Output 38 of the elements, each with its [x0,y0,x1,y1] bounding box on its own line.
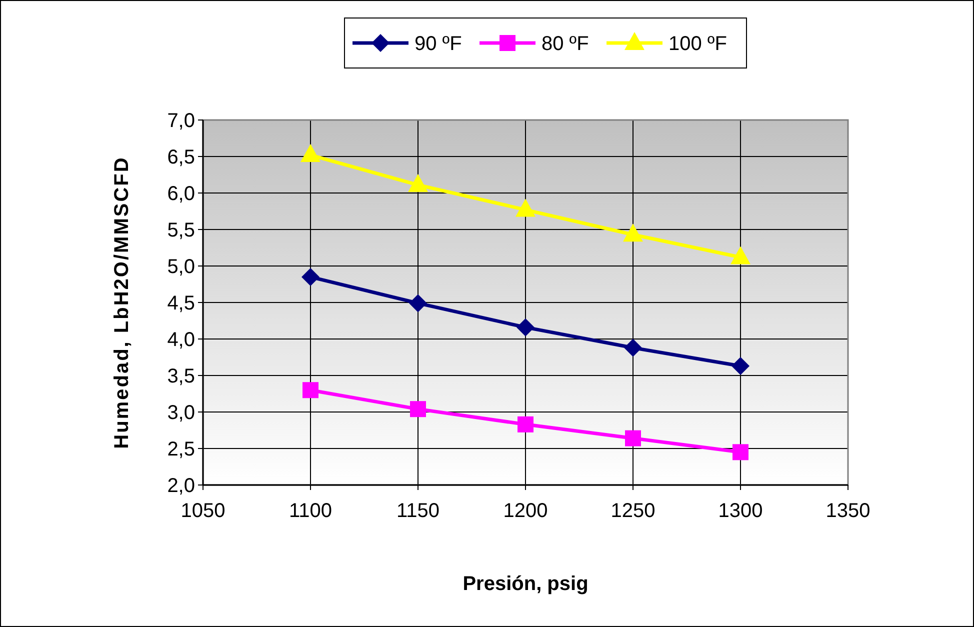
point [624,338,642,357]
y-tick-label: 7,0 [167,110,195,132]
y-axis-title: Humedad, LbH2O/MMSCFD [111,156,133,449]
point [409,294,427,312]
point [730,246,750,264]
y-tick-label: 6,5 [167,146,195,168]
y-tick-label: 5,5 [167,220,195,242]
point [300,144,320,162]
point [410,401,426,418]
point [625,430,641,446]
point [623,224,643,242]
y-tick-label: 2,0 [167,475,195,497]
point [518,416,534,432]
y-tick-label: 4,5 [167,292,195,314]
x-tick-label: 1250 [610,500,656,522]
y-tick-label: 5,0 [167,256,195,278]
legend-label: 100 ºF [668,33,727,55]
x-tick-label: 1300 [718,500,763,522]
point [516,318,534,336]
x-axis-title: Presión, psig [462,573,588,595]
point [408,174,428,192]
point [516,198,536,217]
y-tick-label: 3,0 [167,402,195,424]
x-tick-label: 1100 [288,500,332,522]
x-tick-label: 1350 [826,500,870,522]
y-tick-label: 2,5 [167,438,195,460]
legend-label: 80 ºF [542,33,589,55]
x-tick-label: 1150 [396,500,440,522]
point [302,268,320,286]
point [732,444,748,460]
legend-label: 90 ºF [414,33,462,55]
y-tick-label: 6,0 [167,183,195,205]
x-tick-label: 1200 [503,500,548,522]
x-tick-label: 1050 [180,500,226,522]
point [732,357,750,376]
y-tick-label: 3,5 [167,366,195,388]
point [302,382,318,398]
y-tick-label: 4,0 [167,329,195,351]
